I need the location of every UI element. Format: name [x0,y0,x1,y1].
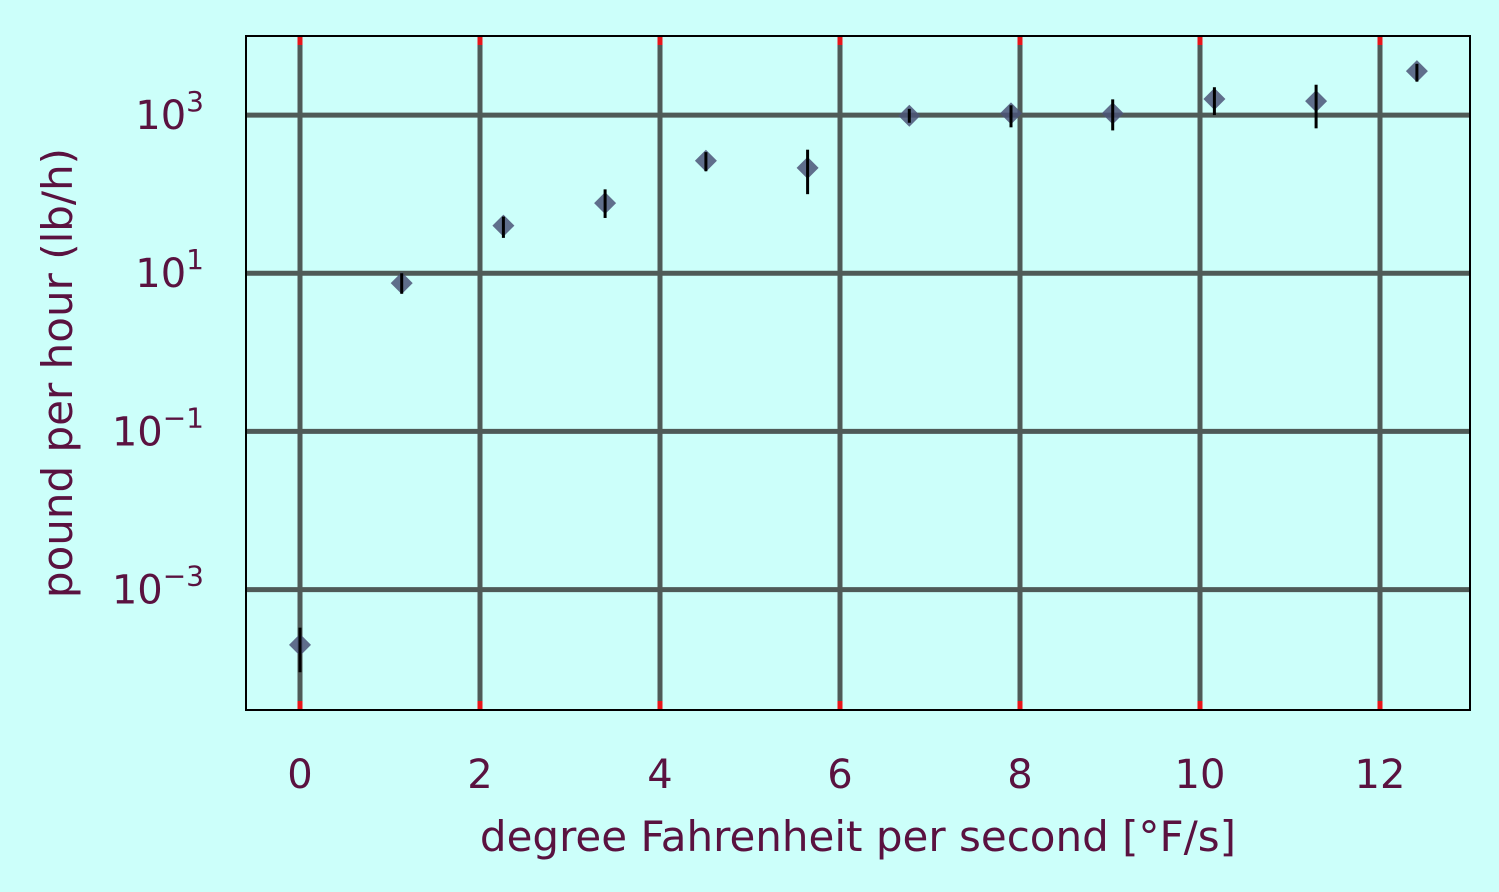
x-tick-label: 0 [287,752,312,798]
x-tick-label: 6 [827,752,852,798]
y-tick-label: 10−1 [112,401,204,455]
data-series [289,60,1428,673]
y-tick-label: 10−3 [112,560,204,614]
y-axis-label: pound per hour (lb/h) [33,148,82,598]
x-tick-labels: 0 2 4 6 8 10 12 [287,752,1405,798]
x-tick-label: 12 [1355,752,1406,798]
y-tick-labels: 10−3 10−1 101 103 [112,85,204,613]
plot-frame [245,35,1471,711]
x-axis-label: degree Fahrenheit per second [°F/s] [480,812,1236,861]
y-tick-label: 101 [135,243,204,297]
y-tick-label: 103 [135,85,204,139]
grid-lines [246,36,1470,710]
x-tick-label: 2 [467,752,492,798]
x-tick-label: 10 [1175,752,1226,798]
x-tick-label: 8 [1007,752,1032,798]
tick-marks [297,36,1383,710]
plot-area [246,36,1470,710]
x-tick-label: 4 [647,752,672,798]
